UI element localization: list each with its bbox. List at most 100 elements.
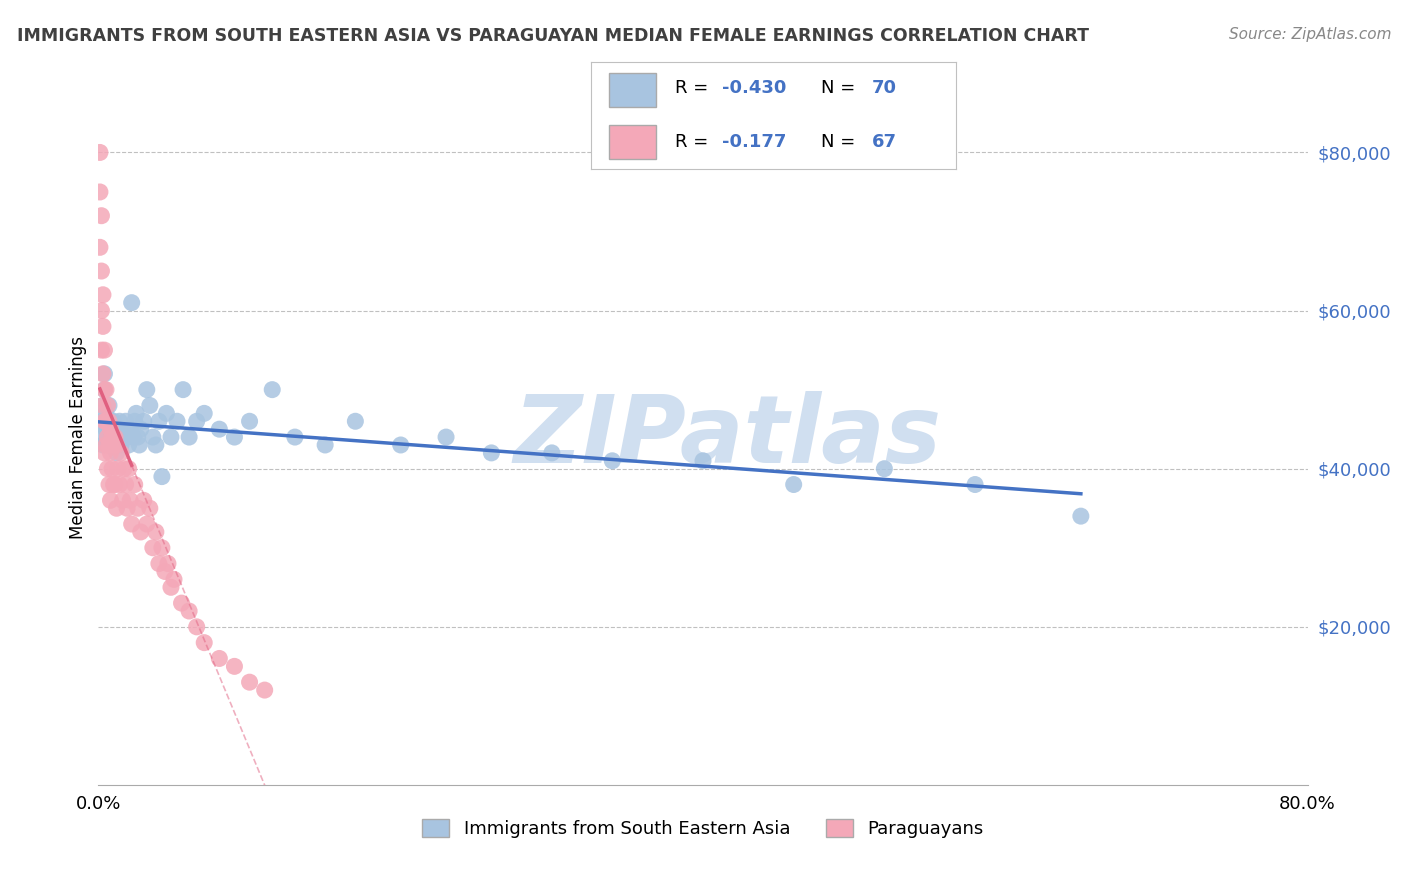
Point	[89, 240, 111, 254]
Point	[100, 414, 122, 428]
Point	[132, 414, 155, 428]
Point	[139, 501, 162, 516]
Point	[93, 383, 115, 397]
Point	[94, 414, 117, 428]
Point	[112, 430, 135, 444]
Point	[100, 493, 122, 508]
Point	[344, 414, 367, 428]
Point	[120, 493, 142, 508]
Point	[128, 438, 150, 452]
Point	[91, 319, 114, 334]
Point	[108, 414, 131, 428]
Point	[93, 343, 115, 358]
Point	[129, 524, 152, 539]
Point	[115, 501, 138, 516]
Point	[122, 430, 145, 444]
Point	[91, 287, 114, 301]
Point	[98, 414, 121, 428]
Point	[208, 422, 231, 436]
Point	[239, 414, 262, 428]
Text: -0.430: -0.430	[723, 79, 786, 97]
Point	[103, 477, 125, 491]
Point	[112, 461, 135, 475]
Point	[103, 430, 125, 444]
Point	[100, 430, 122, 444]
Point	[156, 557, 179, 571]
Point	[89, 145, 111, 160]
Point	[118, 438, 141, 452]
Point	[142, 430, 165, 444]
Point	[965, 477, 987, 491]
Point	[93, 383, 115, 397]
Point	[104, 422, 127, 436]
Text: R =: R =	[675, 133, 714, 151]
Point	[111, 422, 134, 436]
Point	[94, 438, 117, 452]
Point	[224, 659, 246, 673]
Point	[239, 675, 262, 690]
Point	[96, 414, 118, 428]
Point	[90, 303, 112, 318]
Point	[90, 264, 112, 278]
Point	[90, 209, 112, 223]
Text: N =: N =	[821, 133, 860, 151]
Point	[121, 295, 143, 310]
Point	[110, 438, 132, 452]
Point	[150, 469, 173, 483]
Text: 70: 70	[872, 79, 897, 97]
Point	[108, 430, 131, 444]
Point	[389, 438, 412, 452]
Point	[783, 477, 806, 491]
Point	[105, 438, 128, 452]
Point	[94, 422, 117, 436]
Point	[100, 446, 122, 460]
Point	[155, 406, 177, 420]
Point	[129, 422, 152, 436]
Point	[602, 454, 624, 468]
Point	[98, 399, 121, 413]
Text: Source: ZipAtlas.com: Source: ZipAtlas.com	[1229, 27, 1392, 42]
Text: IMMIGRANTS FROM SOUTH EASTERN ASIA VS PARAGUAYAN MEDIAN FEMALE EARNINGS CORRELAT: IMMIGRANTS FROM SOUTH EASTERN ASIA VS PA…	[17, 27, 1088, 45]
Point	[115, 430, 138, 444]
Point	[127, 430, 149, 444]
Point	[163, 573, 186, 587]
Point	[193, 635, 215, 649]
Point	[91, 367, 114, 381]
Point	[93, 446, 115, 460]
Point	[96, 430, 118, 444]
Point	[135, 516, 157, 531]
Text: -0.177: -0.177	[723, 133, 786, 151]
Point	[90, 414, 112, 428]
Point	[179, 604, 201, 618]
Point	[89, 185, 111, 199]
Y-axis label: Median Female Earnings: Median Female Earnings	[69, 335, 87, 539]
Point	[160, 580, 183, 594]
Point	[124, 477, 146, 491]
FancyBboxPatch shape	[609, 73, 657, 107]
Text: 67: 67	[872, 133, 897, 151]
Point	[148, 414, 170, 428]
Point	[166, 414, 188, 428]
Point	[91, 399, 114, 413]
Point	[101, 430, 124, 444]
Point	[150, 541, 173, 555]
Legend: Immigrants from South Eastern Asia, Paraguayans: Immigrants from South Eastern Asia, Para…	[415, 812, 991, 846]
Point	[1070, 509, 1092, 524]
Text: ZIPatlas: ZIPatlas	[513, 391, 941, 483]
Point	[101, 461, 124, 475]
Point	[104, 430, 127, 444]
Point	[135, 383, 157, 397]
Point	[132, 493, 155, 508]
Point	[253, 683, 276, 698]
Point	[284, 430, 307, 444]
Point	[96, 430, 118, 444]
Point	[104, 438, 127, 452]
Point	[98, 438, 121, 452]
Point	[94, 383, 117, 397]
Point	[98, 438, 121, 452]
Point	[142, 541, 165, 555]
Point	[104, 477, 127, 491]
Point	[692, 454, 714, 468]
Point	[224, 430, 246, 444]
Point	[186, 620, 208, 634]
